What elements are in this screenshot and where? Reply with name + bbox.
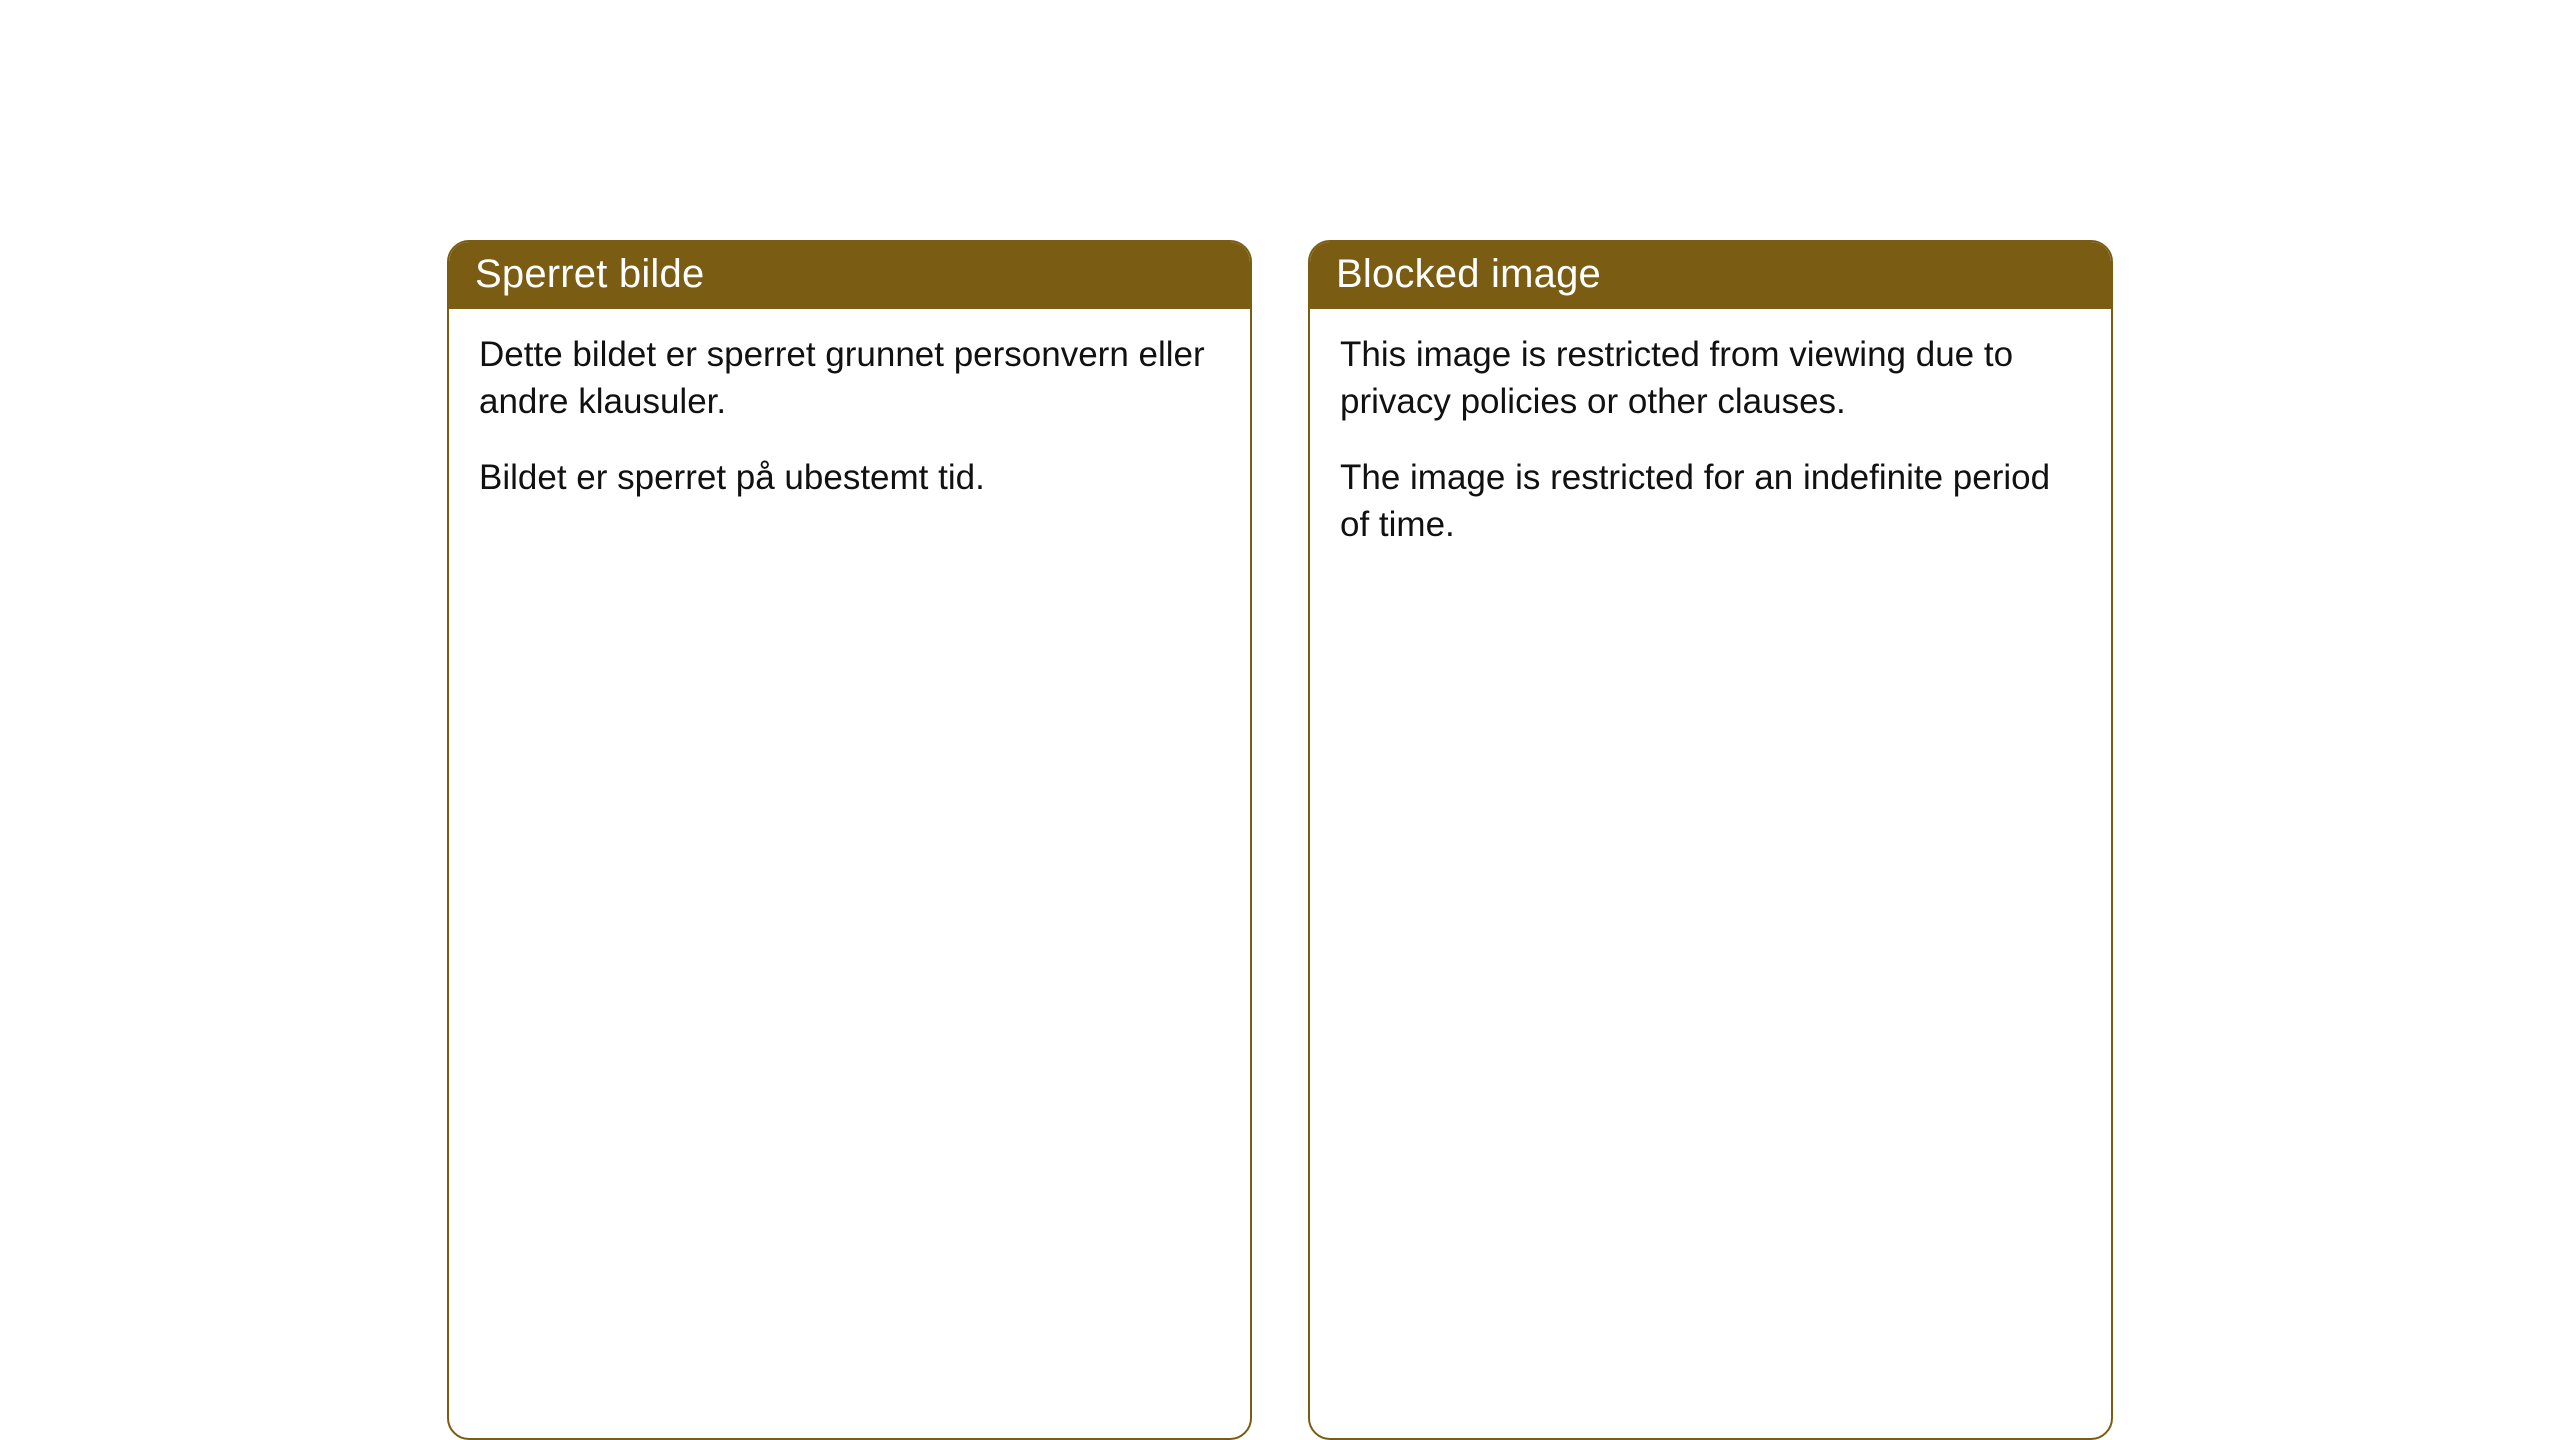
notice-container: Sperret bilde Dette bildet er sperret gr… xyxy=(447,240,2113,1440)
card-header-norwegian: Sperret bilde xyxy=(449,242,1250,309)
notice-card-norwegian: Sperret bilde Dette bildet er sperret gr… xyxy=(447,240,1252,1440)
notice-card-english: Blocked image This image is restricted f… xyxy=(1308,240,2113,1440)
notice-text-norwegian-2: Bildet er sperret på ubestemt tid. xyxy=(479,454,1220,501)
card-body-norwegian: Dette bildet er sperret grunnet personve… xyxy=(449,309,1250,535)
notice-text-english-1: This image is restricted from viewing du… xyxy=(1340,331,2081,426)
notice-text-english-2: The image is restricted for an indefinit… xyxy=(1340,454,2081,549)
card-header-english: Blocked image xyxy=(1310,242,2111,309)
notice-text-norwegian-1: Dette bildet er sperret grunnet personve… xyxy=(479,331,1220,426)
card-body-english: This image is restricted from viewing du… xyxy=(1310,309,2111,582)
